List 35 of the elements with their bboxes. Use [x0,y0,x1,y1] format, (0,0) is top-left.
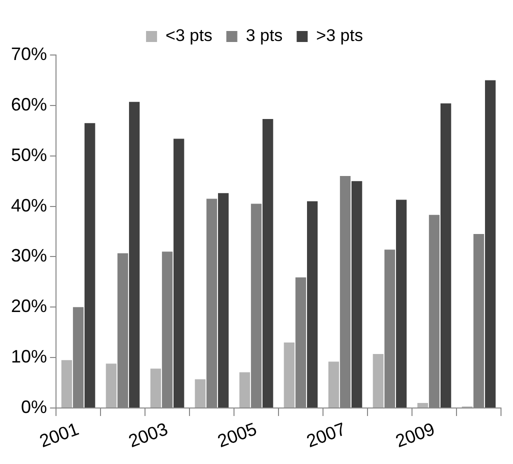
bar [417,402,428,408]
legend-label: >3 pts [316,26,363,46]
y-tick-label: 10% [10,346,48,367]
x-tick-label: 2009 [392,418,438,452]
x-tick-label: 2001 [36,418,82,452]
bar [174,138,184,408]
y-tick-label: 50% [10,144,48,165]
y-tick-label: 60% [10,94,48,114]
legend-label: <3 pts [166,26,212,46]
bar [372,354,384,408]
bar [440,103,452,408]
bar [106,364,117,408]
bar [328,362,340,408]
bar [284,342,295,408]
bar [61,360,72,408]
bar [396,200,407,408]
bar [352,181,362,408]
bar [218,193,229,408]
y-tick-label: 40% [10,195,48,216]
x-tick-label: 2003 [126,418,170,452]
legend-label: 3 pts [246,26,283,46]
y-tick-label: 70% [10,44,48,64]
bar [129,102,140,408]
bar [84,123,96,408]
y-tick-label: 30% [10,246,48,266]
bar [150,368,162,408]
bar [262,119,274,408]
bar [485,80,496,408]
x-tick-label: 2005 [214,418,260,452]
bar [307,201,318,408]
x-tick-label: 2007 [304,418,348,452]
y-tick-label: 0% [21,396,48,417]
bar [239,372,250,408]
y-tick-label: 20% [10,296,48,316]
bar [194,379,206,408]
